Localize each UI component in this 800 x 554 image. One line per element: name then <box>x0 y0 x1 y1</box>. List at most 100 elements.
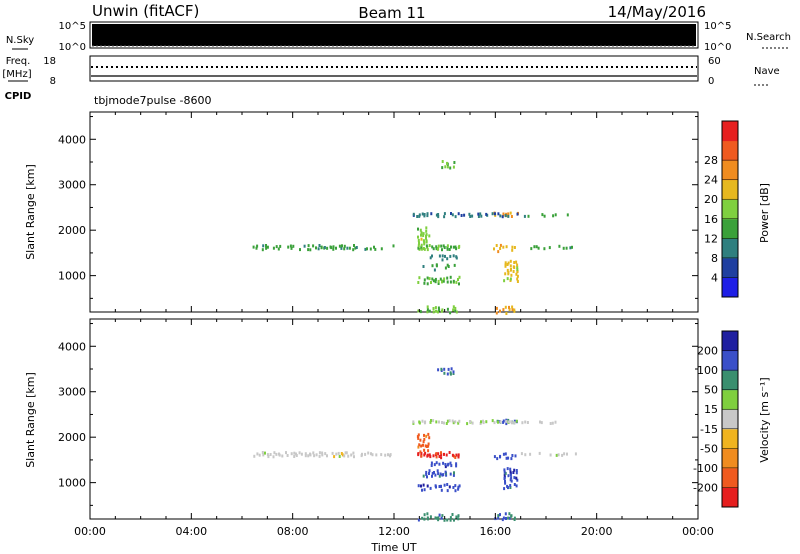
power-cell <box>504 272 507 276</box>
velocity-cell <box>458 484 461 488</box>
power-cell <box>419 310 422 314</box>
power-cell <box>452 165 455 169</box>
velocity-cell <box>516 478 519 482</box>
velocity-cell <box>364 452 367 456</box>
velocity-cell <box>426 453 429 457</box>
velocity-plot-frame <box>89 318 699 520</box>
velocity-cell <box>446 489 449 493</box>
velocity-cell <box>452 372 455 375</box>
power-cell <box>510 267 512 271</box>
power-band <box>417 305 458 315</box>
power-cell <box>454 309 457 313</box>
power-cell <box>416 215 419 218</box>
power-cell <box>434 306 437 310</box>
power-cell <box>332 245 335 249</box>
power-band <box>503 259 519 283</box>
velocity-cell <box>417 518 420 522</box>
power-cell <box>441 258 444 262</box>
velocity-cell <box>449 472 452 476</box>
velocity-cell <box>333 455 336 459</box>
power-cell <box>432 310 435 314</box>
colorbar-tick-label: 8 <box>711 252 718 265</box>
velocity-cell <box>480 420 482 424</box>
power-cell <box>516 277 519 281</box>
velocity-cell <box>429 420 432 424</box>
velocity-cell <box>493 455 496 459</box>
velocity-cell <box>290 452 293 456</box>
velocity-cell <box>514 454 517 458</box>
power-cell <box>452 308 455 312</box>
power-cell <box>317 247 320 251</box>
velocity-cell <box>507 516 510 520</box>
velocity-cell <box>389 453 392 457</box>
colorbar-tick-label: -200 <box>693 481 718 494</box>
power-cell <box>502 212 505 216</box>
power-cell <box>441 160 444 163</box>
power-cell <box>443 277 446 281</box>
velocity-cell <box>439 472 442 476</box>
velocity-cell <box>503 470 506 474</box>
velocity-band <box>422 469 455 479</box>
power-cell <box>418 247 421 251</box>
power-cell <box>451 213 454 217</box>
velocity-cell <box>509 467 512 471</box>
velocity-cell <box>304 454 307 458</box>
power-cell <box>266 245 269 249</box>
noise-right-tick-bottom: 10^0 <box>704 42 731 53</box>
velocity-cell <box>331 451 334 455</box>
velocity-cell <box>503 473 506 477</box>
velocity-cell <box>457 485 460 489</box>
velocity-cell <box>293 451 296 455</box>
velocity-colorbar-label: Velocity [m s⁻¹] <box>758 377 771 462</box>
velocity-band <box>494 512 516 522</box>
power-band <box>429 254 458 262</box>
velocity-cell <box>428 469 431 473</box>
colorbar-tick-label: 50 <box>704 384 718 397</box>
colorbar-segment <box>722 370 738 391</box>
velocity-cell <box>272 455 275 459</box>
velocity-cell <box>443 371 446 375</box>
velocity-cell <box>347 454 350 458</box>
power-ylabel: Slant Range [km] <box>24 164 37 260</box>
colorbar-segment <box>722 140 738 161</box>
velocity-cell <box>437 452 440 456</box>
y-tick-label: 2000 <box>58 431 86 444</box>
colorbar-tick-label: 100 <box>697 364 718 377</box>
power-cell <box>453 263 456 267</box>
velocity-cell <box>458 419 461 423</box>
velocity-cell <box>421 419 424 423</box>
velocity-cell <box>422 443 424 447</box>
velocity-cell <box>427 449 430 453</box>
date-label: 14/May/2016 <box>608 3 706 21</box>
power-cell <box>255 246 258 250</box>
velocity-cell <box>504 452 507 456</box>
power-band <box>422 263 456 272</box>
velocity-cell <box>539 420 541 424</box>
velocity-cell <box>417 445 420 449</box>
velocity-cell <box>353 455 355 459</box>
power-cell <box>457 278 459 281</box>
colorbar-segment <box>722 467 738 488</box>
freq-left-label-2: [MHz] <box>2 69 31 80</box>
velocity-cell <box>504 479 506 483</box>
power-cell <box>562 246 565 250</box>
freq-left-label-1: Freq. <box>6 56 31 67</box>
velocity-cell <box>551 421 554 425</box>
power-cell <box>457 212 460 216</box>
power-cell <box>501 215 504 219</box>
velocity-cell <box>454 420 457 424</box>
power-cell <box>441 308 444 312</box>
velocity-cell <box>318 454 321 458</box>
power-cell <box>448 248 451 251</box>
velocity-cell <box>502 419 505 423</box>
x-tick-label: 16:00 <box>479 525 511 538</box>
velocity-cell <box>267 455 270 459</box>
power-cell <box>449 254 452 258</box>
velocity-cell <box>318 451 321 455</box>
velocity-cell <box>513 483 516 486</box>
velocity-cell <box>445 453 448 457</box>
cpid-value: tbjmode7pulse -8600 <box>94 94 212 107</box>
velocity-cell <box>437 516 440 520</box>
power-cell <box>541 213 544 217</box>
power-cell <box>443 212 446 216</box>
